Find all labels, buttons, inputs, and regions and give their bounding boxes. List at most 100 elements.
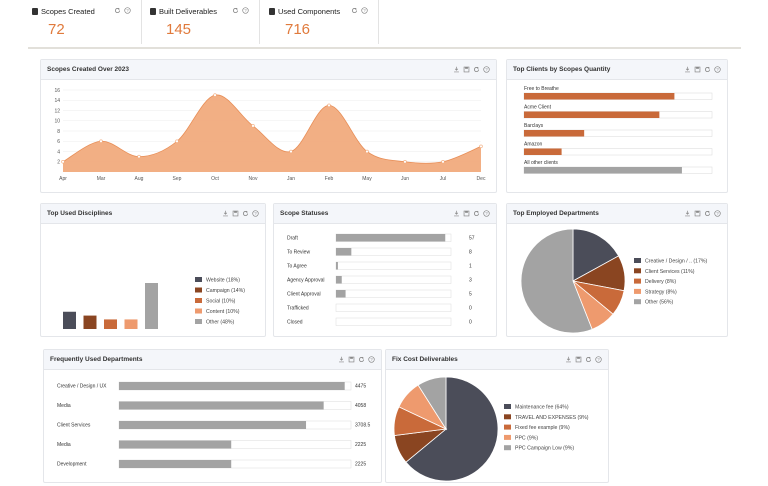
y-tick-label: 8: [57, 129, 60, 135]
pie-slice: [417, 376, 447, 431]
save-icon[interactable]: [575, 356, 582, 363]
department-bar: [119, 460, 232, 468]
client-label: Acme Client: [524, 105, 552, 111]
save-icon[interactable]: [232, 210, 239, 217]
department-bar: [119, 440, 232, 449]
save-icon[interactable]: [348, 356, 355, 363]
refresh-icon[interactable]: [585, 356, 592, 363]
kpi-used-components: Used Components ? 716: [269, 0, 379, 44]
status-bar: [336, 234, 446, 242]
legend-swatch: [504, 434, 511, 440]
data-point: [327, 103, 331, 108]
help-icon[interactable]: ?: [242, 7, 249, 14]
data-point: [403, 160, 407, 164]
departments-pie-chart: Creative / Design / .. (17%) Client Servi…: [520, 228, 708, 334]
area-series: [63, 94, 481, 172]
status-bar: [336, 248, 352, 256]
status-value: 0: [469, 306, 472, 312]
status-bar: [336, 290, 346, 298]
legend-label: Maintenance fee (64%): [515, 405, 569, 411]
status-bar: [336, 262, 338, 270]
legend-swatch: [634, 268, 641, 274]
help-icon[interactable]: ?: [361, 7, 368, 14]
download-icon[interactable]: [222, 210, 229, 217]
legend-label: PPC Campaign Low (9%): [515, 446, 574, 452]
legend-swatch: [634, 258, 641, 263]
download-icon[interactable]: [565, 356, 572, 363]
status-bar-track: [335, 317, 452, 326]
y-tick-label: 6: [57, 139, 60, 145]
legend-swatch: [195, 277, 202, 282]
department-value: 2225: [355, 462, 366, 468]
help-icon[interactable]: ?: [252, 210, 259, 217]
y-tick-label: 14: [54, 98, 60, 104]
download-icon[interactable]: [453, 66, 460, 73]
help-icon[interactable]: ?: [714, 210, 721, 217]
status-label: Closed: [287, 320, 303, 326]
help-icon[interactable]: ?: [124, 7, 131, 14]
save-icon[interactable]: [463, 66, 470, 73]
card-title: Frequently Used Departments: [50, 356, 143, 363]
client-bar: [524, 148, 562, 155]
refresh-icon[interactable]: [473, 210, 480, 217]
disciplines-bar-chart: Website (18%) Campaign (14%) Social (10%) C…: [63, 277, 245, 329]
status-value: 57: [469, 236, 475, 242]
save-icon[interactable]: [463, 210, 470, 217]
legend-swatch: [634, 288, 641, 294]
discipline-bar: [83, 315, 97, 329]
data-point: [175, 139, 179, 143]
refresh-icon[interactable]: [232, 7, 239, 14]
svg-text:?: ?: [254, 211, 257, 216]
kpi-value: 716: [285, 21, 311, 38]
client-bar: [524, 130, 585, 137]
refresh-icon[interactable]: [704, 66, 711, 73]
data-point: [99, 139, 103, 143]
kpi-built-deliverables: Built Deliverables ? 145: [150, 0, 260, 44]
save-icon[interactable]: [694, 66, 701, 73]
legend-label: Fixed fee example (9%): [515, 425, 570, 431]
department-value: 2225: [355, 442, 366, 448]
x-tick-label: Nov: [249, 176, 258, 182]
svg-text:?: ?: [363, 8, 366, 13]
card-title: Scope Statuses: [280, 210, 329, 217]
download-icon[interactable]: [684, 210, 691, 217]
department-bar: [119, 421, 307, 429]
x-tick-label: Apr: [59, 176, 67, 182]
svg-text:?: ?: [716, 67, 719, 72]
kpi-value: 72: [48, 21, 65, 38]
legend-label: Content (10%): [206, 309, 240, 315]
x-tick-label: Jul: [440, 176, 446, 182]
pie-slice: [405, 376, 499, 482]
y-tick-label: 12: [54, 108, 60, 114]
download-icon[interactable]: [453, 210, 460, 217]
legend-label: Other (48%): [206, 320, 235, 326]
client-label: All other clients: [524, 160, 558, 166]
download-icon[interactable]: [338, 356, 345, 363]
kpi-value: 145: [166, 21, 192, 38]
help-icon[interactable]: ?: [483, 210, 490, 217]
refresh-icon[interactable]: [358, 356, 365, 363]
refresh-icon[interactable]: [114, 7, 121, 14]
data-point: [251, 124, 255, 128]
client-label: Amazon: [524, 142, 543, 148]
status-bar-track: [335, 247, 452, 256]
x-tick-label: Oct: [211, 176, 219, 182]
help-icon[interactable]: ?: [595, 356, 602, 363]
legend-swatch: [195, 319, 202, 324]
refresh-icon[interactable]: [242, 210, 249, 217]
help-icon[interactable]: ?: [714, 66, 721, 73]
download-icon[interactable]: [684, 66, 691, 73]
refresh-icon[interactable]: [473, 66, 480, 73]
data-point: [137, 154, 141, 159]
section-divider: [28, 47, 741, 49]
x-tick-label: Aug: [135, 176, 144, 182]
help-icon[interactable]: ?: [483, 66, 490, 73]
y-tick-label: 10: [54, 119, 60, 125]
status-value: 3: [469, 278, 472, 284]
department-label: Client Services: [57, 423, 91, 429]
refresh-icon[interactable]: [704, 210, 711, 217]
refresh-icon[interactable]: [351, 7, 358, 14]
help-icon[interactable]: ?: [368, 356, 375, 363]
save-icon[interactable]: [694, 210, 701, 217]
department-label: Media: [57, 403, 71, 409]
